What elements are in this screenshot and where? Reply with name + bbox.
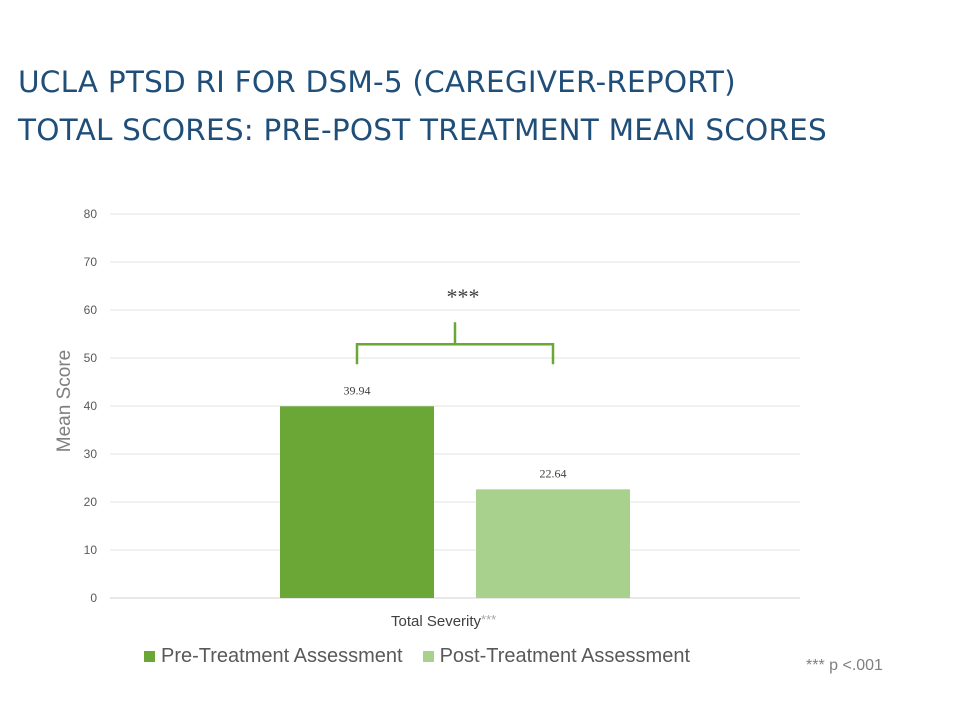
y-tick-labels: 0 10 20 30 40 50 60 70 80 [84,207,98,605]
y-tick-20: 20 [84,495,98,509]
y-tick-70: 70 [84,255,98,269]
footnote: *** p <.001 [806,657,883,674]
x-category-name: Total Severity [391,613,482,630]
y-tick-40: 40 [84,399,98,413]
y-tick-60: 60 [84,303,98,317]
y-axis-label: Mean Score [54,350,75,452]
data-label-pre: 39.94 [344,383,371,397]
bar-pre [280,406,434,598]
bars [280,406,630,598]
title-line-2: TOTAL SCORES: PRE-POST TREATMENT MEAN SC… [18,113,827,147]
title-line-1: UCLA PTSD RI FOR DSM-5 (CAREGIVER-REPORT… [18,65,736,99]
legend: Pre-Treatment Assessment Post-Treatment … [144,645,690,668]
legend-swatch-pre [144,651,155,662]
legend-swatch-post [422,651,434,662]
slide-title: UCLA PTSD RI FOR DSM-5 (CAREGIVER-REPORT… [18,58,948,154]
x-category-label: Total Severity*** [391,612,496,630]
y-tick-30: 30 [84,447,98,461]
bracket-path [355,322,555,365]
gridlines [110,213,800,599]
y-tick-0: 0 [90,591,97,605]
significance-bracket [355,322,555,365]
significance-label: *** [447,284,480,309]
data-label-post: 22.64 [540,466,567,480]
y-tick-50: 50 [84,351,98,365]
legend-label-pre: Pre-Treatment Assessment [161,645,403,667]
y-tick-80: 80 [84,207,98,221]
bar-post [476,489,630,598]
legend-label-post: Post-Treatment Assessment [439,645,691,667]
x-category-suffix: *** [481,612,496,627]
legend-item-post: Post-Treatment Assessment [422,645,691,668]
data-labels: 39.94 22.64 [344,383,567,480]
legend-item-pre: Pre-Treatment Assessment [144,645,403,668]
y-tick-10: 10 [84,543,98,557]
